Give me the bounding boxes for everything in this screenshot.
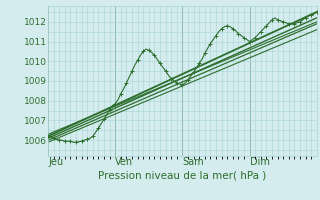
X-axis label: Pression niveau de la mer( hPa ): Pression niveau de la mer( hPa ) <box>98 170 267 180</box>
